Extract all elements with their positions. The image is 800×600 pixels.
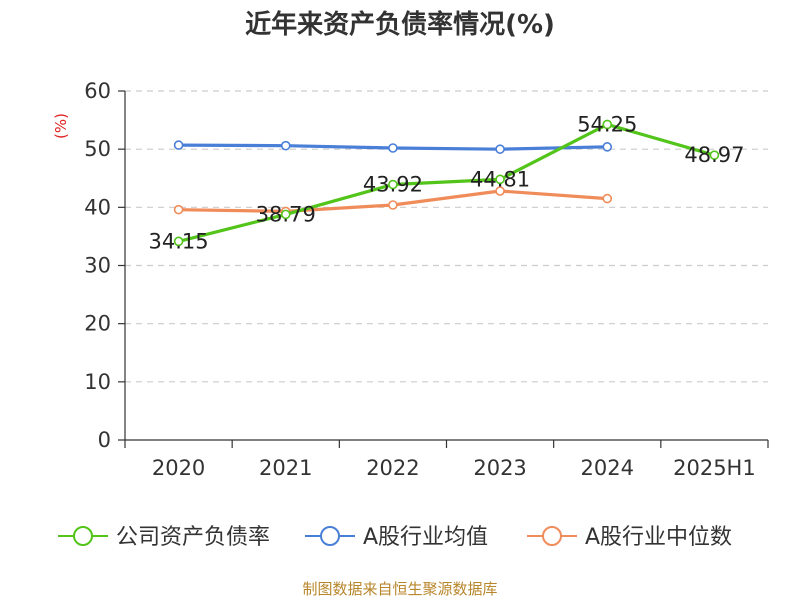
series-line (177, 122, 717, 243)
source-note: 制图数据来自恒生聚源数据库 (302, 580, 497, 598)
x-tick-label: 2025H1 (673, 456, 756, 480)
data-point (602, 119, 613, 130)
y-tick-label: 30 (84, 254, 111, 278)
y-tick-label: 60 (84, 79, 111, 103)
y-tick-label: 10 (84, 370, 111, 394)
legend-item[interactable]: A股行业均值 (305, 525, 488, 550)
data-point (602, 193, 613, 204)
legend-marker (73, 526, 93, 546)
legend-item[interactable]: 公司资产负债率 (58, 525, 270, 550)
x-tick-label: 2021 (259, 456, 312, 480)
x-tick-label: 2023 (473, 456, 526, 480)
x-tick-label: 2024 (581, 456, 634, 480)
data-label: 44.81 (470, 167, 530, 191)
y-tick-label: 40 (84, 195, 111, 219)
x-tick-label: 2020 (152, 456, 205, 480)
data-point (602, 142, 613, 152)
data-point (495, 144, 505, 154)
gridlines (125, 90, 768, 383)
data-point (173, 140, 184, 150)
legend-marker (320, 526, 340, 546)
data-point (388, 200, 398, 210)
legend-label: 公司资产负债率 (116, 525, 270, 550)
data-point (709, 150, 720, 160)
data-point (495, 186, 505, 196)
data-label: 54.25 (577, 112, 637, 136)
data-point (280, 209, 291, 220)
data-labels: 34.15 38.79 43.92 44.81 54.25 48.97 (149, 112, 745, 253)
chart-title: 近年来资产负债率情况(%) (245, 9, 555, 40)
x-tick-label: 2022 (366, 456, 419, 480)
legend-marker (542, 526, 562, 546)
data-label: 34.15 (149, 229, 209, 253)
y-tick-label: 50 (84, 137, 111, 161)
legend-item[interactable]: A股行业中位数 (527, 525, 732, 550)
y-axis-unit-label: (%) (52, 113, 70, 139)
data-label: 38.79 (256, 202, 316, 226)
y-tick-label: 0 (98, 428, 111, 452)
data-label: 48.97 (684, 143, 744, 167)
data-point (173, 204, 184, 215)
data-point (388, 179, 398, 190)
axes: 0 10 20 30 40 50 60 2020 2021 2022 2023 2024 2025H1 (84, 79, 769, 480)
legend[interactable]: 公司资产负债率 A股行业均值 A股行业中位数 (58, 525, 732, 550)
data-label: 43.92 (363, 173, 423, 197)
series-lines (173, 119, 720, 247)
legend-label: A股行业中位数 (585, 525, 732, 550)
y-tick-label: 20 (84, 312, 111, 336)
data-point (495, 174, 505, 185)
data-point (173, 236, 184, 247)
data-point (280, 140, 291, 151)
legend-label: A股行业均值 (363, 525, 488, 550)
data-point (388, 143, 398, 153)
